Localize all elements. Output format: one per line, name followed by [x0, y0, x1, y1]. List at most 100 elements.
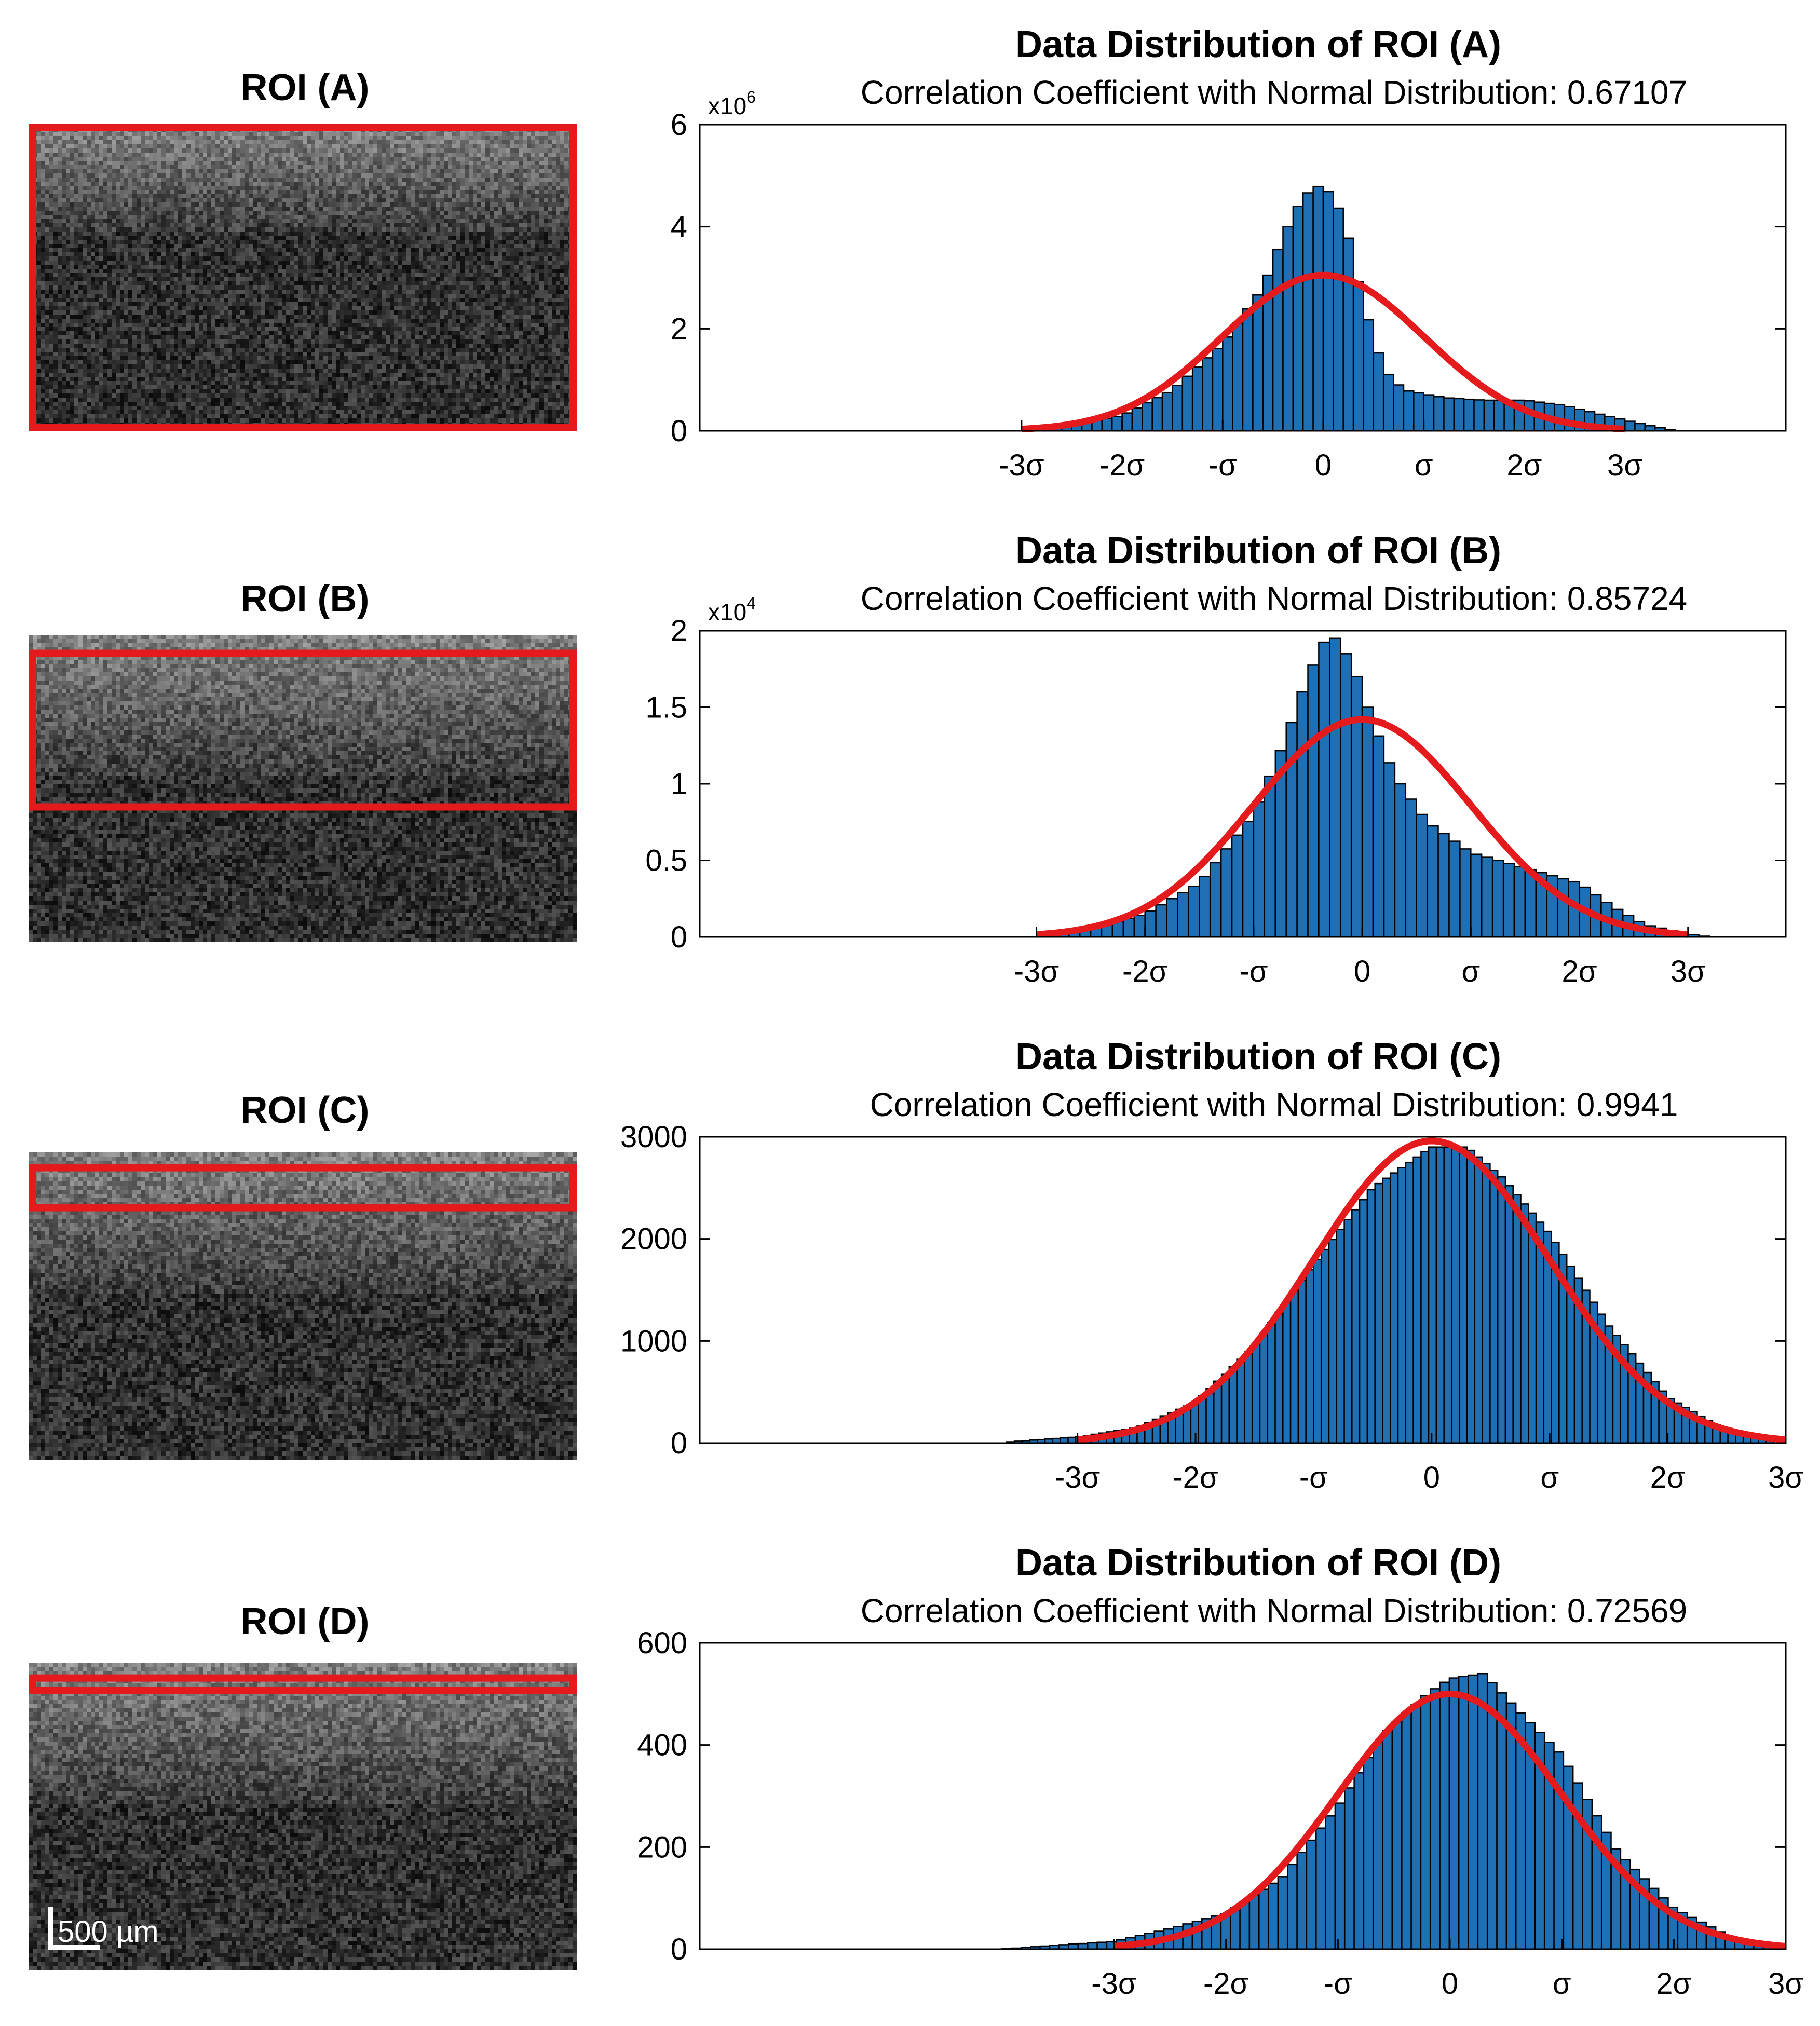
histogram-bar [1363, 1757, 1374, 1950]
scale-bar-label: 500 µm [58, 1915, 159, 1949]
histogram-bar [1228, 1366, 1238, 1444]
axis-multiplier-exponent: 4 [746, 594, 756, 613]
histogram-bar [1350, 676, 1363, 938]
histogram-bar [1161, 391, 1173, 432]
histogram-bar [1306, 1839, 1317, 1950]
x-tick-label: -3σ [1014, 955, 1059, 988]
histogram-bar [1267, 1322, 1276, 1444]
histogram-bar [1363, 319, 1375, 432]
histogram-bar [1131, 407, 1143, 432]
histogram-bar [1423, 394, 1435, 432]
histogram-bar [1374, 1182, 1383, 1444]
histogram-bar [1502, 863, 1515, 938]
roi-title: ROI (A) [0, 66, 610, 109]
panel-roi-d: ROI (D) 500 µm Data Distribution of ROI … [0, 1518, 1820, 2024]
histogram-bar [1242, 308, 1254, 432]
x-tick-label: -3σ [1091, 1967, 1136, 2001]
histogram-bar [1435, 1146, 1445, 1444]
roi-box [29, 1164, 577, 1212]
roi-box [29, 1674, 577, 1694]
histogram-bar [1486, 1682, 1498, 1950]
x-tick-label: -σ [1208, 448, 1237, 482]
y-tick-label: 600 [637, 1626, 687, 1660]
y-tick-label: 2000 [620, 1222, 687, 1256]
histogram-bar [1336, 1229, 1345, 1444]
histogram-bar [1320, 1248, 1330, 1444]
histogram-bar [1190, 1402, 1199, 1444]
histogram-bar [1329, 637, 1341, 938]
histogram-bar [1477, 1673, 1488, 1950]
histogram-bar [1248, 1895, 1260, 1950]
histogram-chart: Data Distribution of ROI (D) Correlation … [637, 1542, 1803, 2001]
histogram-bar [1489, 1170, 1499, 1444]
y-tick-label: 1 [671, 767, 687, 801]
roi-box [29, 124, 577, 431]
panel-roi-b: ROI (B) Data Distribution of ROI (B) Corr… [0, 506, 1820, 1012]
histogram-bar [1277, 1876, 1288, 1950]
axis-multiplier: x104 [708, 594, 756, 626]
histogram-bar [1133, 915, 1146, 938]
histogram-bar [1111, 416, 1123, 432]
histogram-bar [1383, 762, 1396, 938]
histogram-bar [1410, 1704, 1422, 1950]
histogram-bar [1448, 840, 1461, 938]
histogram-bar [1272, 249, 1284, 432]
x-tick-label: -2σ [1122, 955, 1167, 988]
histogram-bar [1382, 374, 1394, 432]
histogram-bar [1259, 1332, 1269, 1444]
histogram-bar [1191, 366, 1203, 432]
histogram-chart: Data Distribution of ROI (C) Correlation … [620, 1036, 1803, 1494]
histogram-bar [1242, 821, 1255, 938]
histogram-bar [1252, 294, 1264, 432]
histogram-bar [1322, 191, 1334, 432]
histogram-bar [1172, 385, 1184, 432]
histogram-bar [1222, 336, 1233, 432]
histogram-bar [1413, 392, 1424, 432]
histogram-bar [1535, 1221, 1545, 1444]
histogram-bar [1352, 281, 1364, 432]
x-tick-label: σ [1540, 1461, 1559, 1494]
roi-title: ROI (C) [0, 1089, 610, 1132]
histogram-bar [1067, 1436, 1077, 1444]
y-tick-label: 0.5 [645, 844, 687, 878]
y-tick-label: 0 [671, 414, 687, 448]
x-tick-label: 0 [1423, 1461, 1440, 1494]
histogram-bar [1333, 207, 1344, 432]
x-tick-label: 2σ [1650, 1461, 1686, 1494]
histogram-bar [1459, 1146, 1468, 1444]
histogram-bar [1429, 1688, 1441, 1950]
histogram-bar [1305, 1269, 1314, 1444]
plot-frame [699, 124, 1787, 432]
x-tick-label: -2σ [1173, 1461, 1218, 1494]
histogram-bar [1297, 1280, 1307, 1444]
histogram-bar [1443, 397, 1455, 432]
histogram-bar [1389, 1172, 1399, 1444]
histogram-bar [1340, 653, 1352, 938]
histogram-bar [1244, 1351, 1253, 1444]
chart-title: Data Distribution of ROI (B) [1015, 530, 1501, 572]
histogram-bar [1420, 1695, 1431, 1950]
histogram-bar [1624, 420, 1636, 432]
panel-roi-c: ROI (C) Data Distribution of ROI (C) Corr… [0, 1012, 1820, 1518]
y-tick-label: 2 [671, 614, 687, 648]
histogram-bar [1251, 1343, 1261, 1444]
plot-frame [699, 1642, 1787, 1950]
y-tick-label: 1000 [620, 1324, 687, 1358]
x-tick-label: -2σ [1203, 1967, 1248, 2001]
x-tick-label: σ [1553, 1967, 1571, 2001]
y-tick-label: 2 [671, 312, 687, 346]
histogram-bar [1373, 1742, 1383, 1950]
histogram-bar [1428, 1146, 1437, 1444]
histogram-bars [1036, 637, 1710, 938]
normal-fit-curve [1021, 271, 1626, 433]
x-tick-label: -3σ [1055, 1461, 1100, 1494]
normal-fit-curve [1036, 716, 1689, 938]
oct-image [29, 1152, 577, 1460]
speckle-texture [29, 1152, 577, 1460]
y-tick-label: 0 [671, 920, 687, 954]
x-tick-label: 0 [1315, 448, 1332, 482]
histogram-bar [1416, 813, 1428, 938]
histogram-bar [1166, 898, 1178, 938]
histogram-bar [1420, 1151, 1430, 1444]
histogram-bar [1264, 775, 1276, 938]
